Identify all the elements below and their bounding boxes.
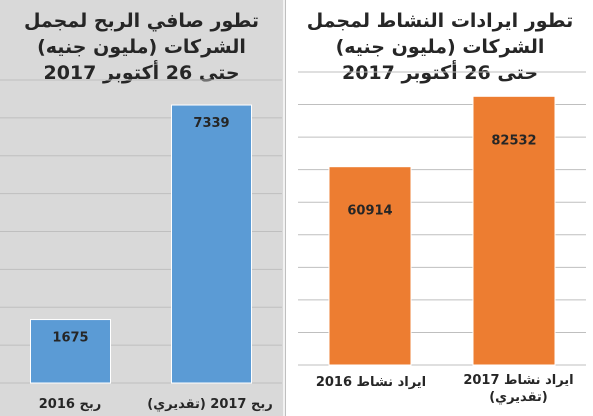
left-title-line-3: حتى 26 أكتوبر 2017: [43, 62, 240, 84]
left-data-label-2: 7339: [193, 116, 229, 131]
right-title-line-3: حتى 26 أكتوبر 2017: [341, 62, 539, 84]
right-data-label-1: 60914: [347, 204, 392, 219]
right-category-label-2016: ايراد نشاط 2016: [315, 375, 427, 390]
left-chart-title: تطور صافي الربح لمجمل الشركات (مليون جني…: [0, 8, 283, 86]
left-chart-panel: تطور صافي الربح لمجمل الشركات (مليون جني…: [0, 0, 283, 416]
left-title-line-2: الشركات (مليون جنيه): [37, 36, 246, 58]
right-title-line-2: الشركات (مليون جنيه): [335, 36, 545, 58]
right-category-label-2017: ايراد نشاط 2017 (تقديري): [463, 373, 574, 405]
left-bar-chart: 1675 7339: [0, 79, 282, 384]
right-bar-chart: 60914 82532: [298, 71, 586, 366]
left-title-line-1: تطور صافي الربح لمجمل: [23, 10, 260, 32]
right-bar-2: [472, 95, 556, 366]
right-chart-title: تطور ايرادات النشاط لمجمل الشركات (مليون…: [286, 8, 593, 86]
right-bar-1: [328, 166, 412, 366]
left-data-label-1: 1675: [52, 331, 88, 346]
left-bar-1: [30, 319, 111, 384]
right-chart-panel: تطور ايرادات النشاط لمجمل الشركات (مليون…: [285, 0, 593, 416]
left-category-label-2017: ربح 2017 (تقديري): [147, 397, 273, 412]
left-category-label-2016: ربح 2016: [38, 397, 102, 412]
right-title-line-1: تطور ايرادات النشاط لمجمل: [306, 10, 574, 32]
left-bar-2: [171, 104, 252, 384]
right-data-label-2: 82532: [491, 133, 536, 148]
panel-divider: [283, 0, 285, 416]
